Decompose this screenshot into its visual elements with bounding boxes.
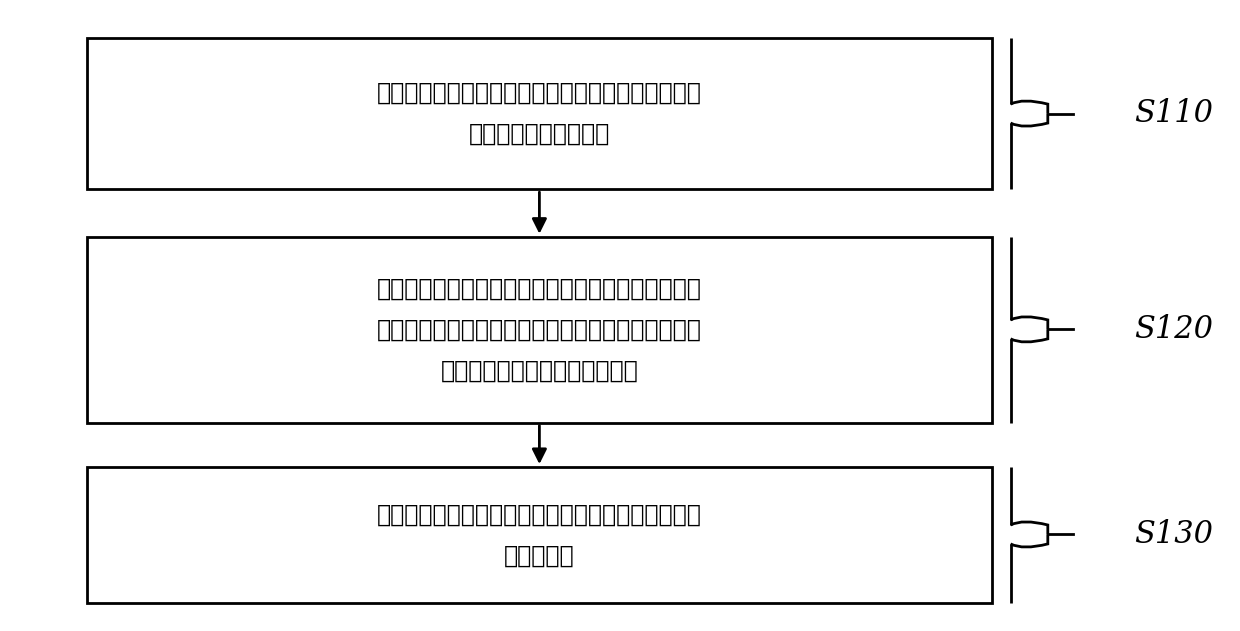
Text: 会议服务器端接收会议发起端的请求，根据该请求返: 会议服务器端接收会议发起端的请求，根据该请求返 <box>377 276 702 301</box>
FancyBboxPatch shape <box>87 38 992 189</box>
Text: 的会议时间: 的会议时间 <box>505 543 574 567</box>
Text: 会议服务器端获取自身所在地的第一时区，将第一时: 会议服务器端获取自身所在地的第一时区，将第一时 <box>377 81 702 105</box>
Text: 起端获取在协议层上的会议时间: 起端获取在协议层上的会议时间 <box>440 358 639 383</box>
Text: S120: S120 <box>1135 314 1214 345</box>
Text: 区作为会议服务器时区: 区作为会议服务器时区 <box>469 122 610 146</box>
Text: 回会议服务器时区，会议服务器时区用于指示会议发: 回会议服务器时区，会议服务器时区用于指示会议发 <box>377 317 702 342</box>
FancyBboxPatch shape <box>87 467 992 603</box>
Text: S130: S130 <box>1135 519 1214 550</box>
Text: S110: S110 <box>1135 98 1214 129</box>
Text: 会议服务器端接收所述会议发起端发送的在协议层上: 会议服务器端接收所述会议发起端发送的在协议层上 <box>377 502 702 526</box>
FancyBboxPatch shape <box>87 237 992 423</box>
